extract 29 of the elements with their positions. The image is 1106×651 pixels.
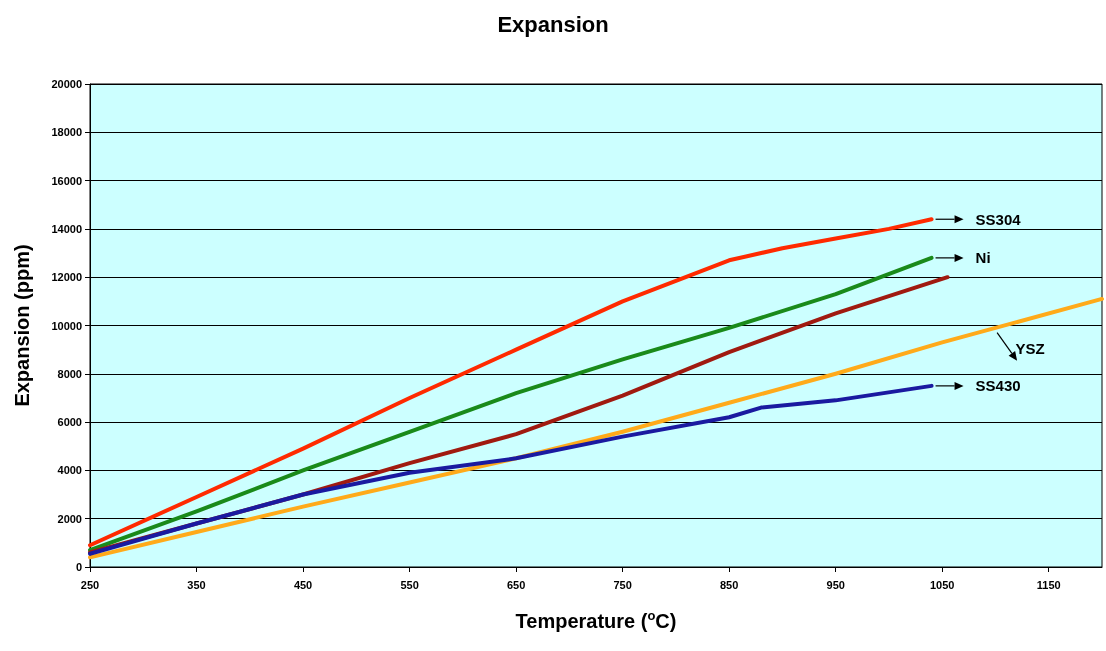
y-tick-label: 18000: [51, 126, 82, 139]
y-tick-label: 10000: [51, 319, 82, 332]
y-axis-title: Expansion (ppm): [11, 244, 33, 407]
y-tick-label: 8000: [57, 367, 82, 380]
text: SS304: [975, 210, 1022, 228]
y-tick-label: 0: [75, 561, 82, 573]
y-tick-label: 6000: [57, 416, 82, 429]
y-tick-label: 16000: [51, 174, 82, 187]
x-tick-label: 350: [187, 578, 206, 591]
y-tick-label: 4000: [57, 464, 82, 477]
x-tick-label: 450: [293, 578, 313, 591]
y-tick-label: 20000: [51, 78, 82, 90]
x-tick-label: 850: [719, 578, 739, 591]
y-tick-label: 14000: [51, 222, 82, 235]
x-tick-label: 1150: [1036, 578, 1061, 591]
text: SS430: [975, 377, 1021, 395]
x-tick-label: 1050: [929, 578, 955, 591]
line-series: [88, 383, 934, 556]
x-tick-label: 750: [613, 578, 632, 591]
series-label: YSZ: [1015, 340, 1045, 358]
x-tick-label: 250: [80, 578, 100, 591]
x-tick-label: 550: [400, 578, 419, 591]
x-tick-label: 650: [506, 578, 526, 591]
text: Ni: [975, 249, 991, 267]
y-tick-label: 12000: [51, 271, 82, 284]
line-series: [88, 296, 1104, 560]
x-tick-label: 950: [826, 578, 845, 591]
chart-title: Expansion: [497, 11, 609, 37]
y-tick-label: 2000: [57, 512, 82, 525]
